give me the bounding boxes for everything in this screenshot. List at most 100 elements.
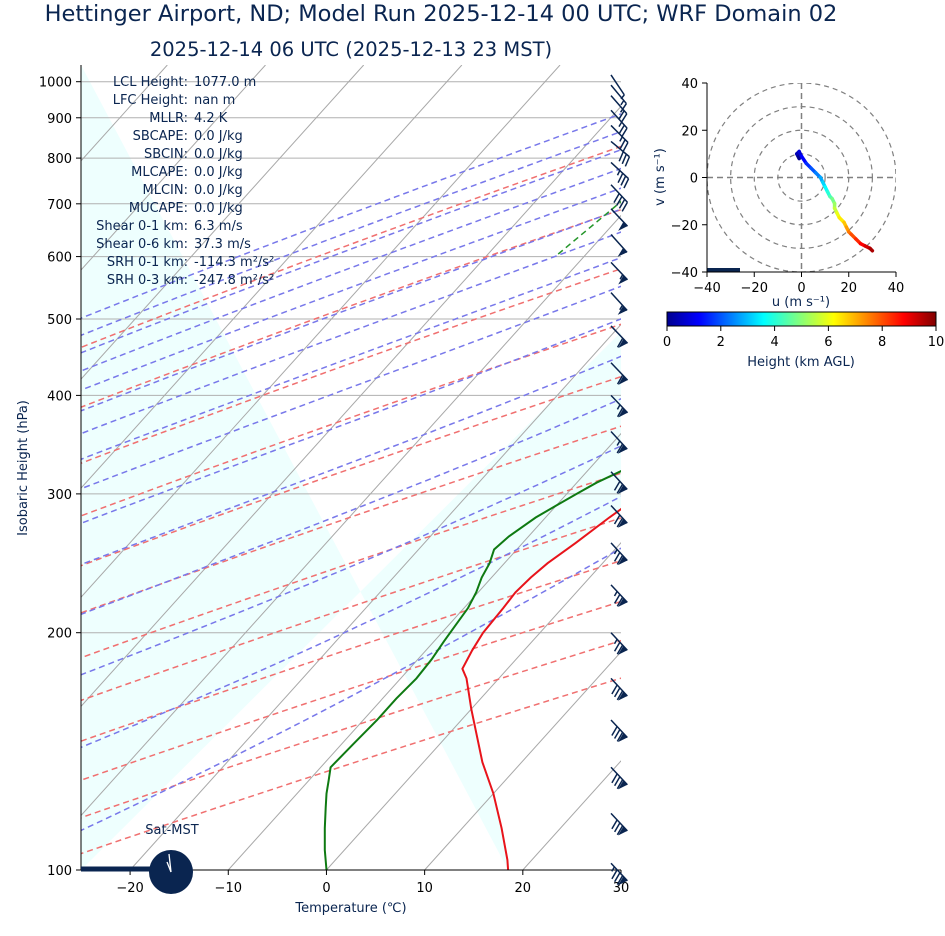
wind-barb-feather xyxy=(619,103,627,113)
wind-barb-feather xyxy=(613,822,621,833)
stat-label: Shear 0-1 km: xyxy=(96,219,188,234)
wind-barb-feather xyxy=(616,483,624,494)
colorbar-tick-label: 8 xyxy=(878,335,886,350)
hodograph-x-tick-label: −20 xyxy=(741,281,768,296)
isotherm-line xyxy=(81,65,561,599)
stat-label: SRH 0-3 km: xyxy=(107,273,188,288)
x-ticks: −20 −10 0 10 20 30 xyxy=(116,870,629,896)
wind-barb-feather xyxy=(616,732,624,742)
wind-barb-flag xyxy=(618,375,628,385)
wind-barb-feather xyxy=(618,124,626,135)
stat-label: SRH 0-1 km: xyxy=(107,255,188,270)
stat-label: LFC Height: xyxy=(113,93,188,108)
wind-barb-half xyxy=(618,121,623,127)
mixing-ratio-line xyxy=(817,65,945,257)
stat-value: 0.0 J/kg xyxy=(194,201,243,216)
wind-barb xyxy=(610,184,629,212)
dry-adiabat xyxy=(81,425,621,614)
wind-barb-flag xyxy=(617,556,628,566)
wind-barb-feather xyxy=(623,178,630,189)
wind-barb-half xyxy=(613,638,618,645)
wind-barb xyxy=(610,471,628,495)
wind-barb-half xyxy=(616,440,621,446)
wind-barb-half xyxy=(619,274,624,280)
wind-barb-shaft xyxy=(610,430,628,450)
wind-barb-feather xyxy=(619,139,626,150)
wind-barb-feather xyxy=(620,127,628,138)
colorbar-tick-label: 10 xyxy=(928,335,945,350)
wind-barb-shaft xyxy=(610,677,628,697)
wind-barb-feather xyxy=(616,443,624,454)
wind-barb xyxy=(610,766,628,790)
x-tick-label: 10 xyxy=(416,881,433,896)
wind-barb-shaft xyxy=(610,208,629,227)
colorbar-tick-label: 2 xyxy=(717,335,725,350)
x-tick-label: −10 xyxy=(215,881,242,896)
isotherm-line xyxy=(719,65,945,870)
wind-barb-feather xyxy=(616,644,624,655)
wind-barb xyxy=(610,109,628,138)
dewpoint-line xyxy=(323,469,621,870)
wind-barb-flag xyxy=(618,780,628,790)
wind-barb-feather xyxy=(613,641,621,652)
wind-barb-shaft xyxy=(610,719,628,739)
wind-barb-flag xyxy=(617,645,628,655)
wind-barb-shaft xyxy=(610,812,628,832)
stat-value: -114.3 m²/s² xyxy=(194,255,274,270)
wind-barb-flag xyxy=(618,408,628,418)
stat-value: 4.2 K xyxy=(194,111,228,126)
wind-barb-feather xyxy=(613,776,621,787)
stat-value: nan m xyxy=(194,93,235,108)
wind-barb-feather xyxy=(616,875,624,886)
wind-barb xyxy=(610,542,628,566)
colorbar-tick-label: 0 xyxy=(663,335,671,350)
isotherm-line xyxy=(81,214,621,817)
wind-barb-flag xyxy=(617,247,628,257)
hodograph-y-tick-label: −40 xyxy=(671,266,698,281)
wind-barb-feather xyxy=(616,517,624,528)
mixing-ratio-lines xyxy=(554,65,945,258)
skewt-plot: −20 −10 0 10 20 30 10020030040050060070080090… xyxy=(16,65,945,916)
hodograph-y-tick-label: 0 xyxy=(690,172,698,187)
stat-value: 1077.0 m xyxy=(194,75,256,90)
colorbar-label: Height (km AGL) xyxy=(747,355,855,370)
wind-barb xyxy=(610,95,628,123)
y-tick-label: 100 xyxy=(47,864,72,879)
dry-adiabats xyxy=(81,145,621,855)
wind-barb-flag xyxy=(618,691,628,701)
hodograph-ticks: −40 −20 0 20 40 40 20 0 −20 −40 xyxy=(671,77,905,296)
colorbar-gradient xyxy=(666,311,937,327)
y-tick-label: 900 xyxy=(47,112,72,127)
wind-barb-feather xyxy=(621,201,629,212)
hodograph-segment xyxy=(868,246,875,253)
wind-barb xyxy=(610,140,631,167)
hodograph-x-label: u (m s⁻¹) xyxy=(772,295,830,310)
moist-adiabat xyxy=(81,130,621,337)
wind-barb-feather xyxy=(618,151,624,162)
wind-barb-flag xyxy=(617,444,628,454)
wind-barb xyxy=(610,84,627,113)
wind-barb-feather xyxy=(620,113,628,123)
wind-barb-feather xyxy=(613,480,621,491)
chart-title: Hettinger Airport, ND; Model Run 2025-12… xyxy=(45,1,838,27)
hodograph-y-tick-label: 20 xyxy=(681,124,698,139)
wind-barb-feather xyxy=(613,729,621,739)
stat-value: 37.3 m/s xyxy=(194,237,251,252)
y-tick-label: 400 xyxy=(47,389,72,404)
wind-barb-feather xyxy=(611,684,618,695)
wind-barb xyxy=(610,292,628,315)
isobar-grid xyxy=(81,81,621,870)
wind-barb-feather xyxy=(616,779,624,790)
moist-adiabat xyxy=(81,398,621,616)
wind-barb-flag xyxy=(618,338,628,349)
colorbar-tick-label: 4 xyxy=(770,335,778,350)
isotherm-lines xyxy=(81,65,945,870)
wind-barb xyxy=(610,862,628,886)
wind-barb-feather xyxy=(622,142,629,152)
stat-label: MUCAPE: xyxy=(129,201,188,216)
dry-adiabat xyxy=(81,268,621,465)
moist-adiabats xyxy=(81,113,621,832)
wind-barb-feather xyxy=(611,773,618,784)
stat-label: MLCAPE: xyxy=(131,165,188,180)
wind-barb-shaft xyxy=(610,584,628,603)
